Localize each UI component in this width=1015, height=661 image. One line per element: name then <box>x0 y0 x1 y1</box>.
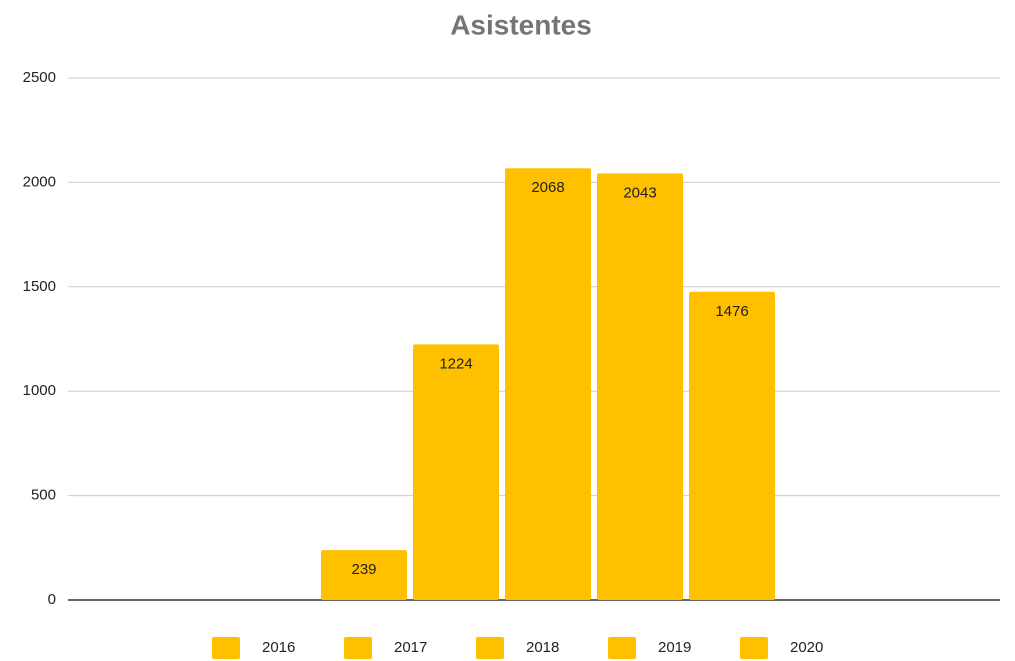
y-tick-label: 0 <box>48 591 56 608</box>
bar <box>413 344 499 600</box>
legend-label: 2017 <box>394 639 427 656</box>
data-label: 2043 <box>623 184 656 201</box>
y-tick-label: 1500 <box>23 278 56 295</box>
legend-label: 2018 <box>526 639 559 656</box>
legend-swatch <box>476 637 504 659</box>
data-label: 1476 <box>715 303 748 320</box>
data-label: 1224 <box>439 355 472 372</box>
y-tick-label: 1000 <box>23 382 56 399</box>
data-label: 2068 <box>531 179 564 196</box>
bar <box>689 291 775 600</box>
legend-swatch <box>344 637 372 659</box>
y-tick-label: 500 <box>31 487 56 504</box>
legend-swatch <box>608 637 636 659</box>
data-label: 239 <box>351 561 376 578</box>
legend-label: 2019 <box>658 639 691 656</box>
y-tick-label: 2000 <box>23 173 56 190</box>
bar <box>597 173 683 600</box>
bar <box>321 550 407 600</box>
legend-swatch <box>740 637 768 659</box>
legend-label: 2020 <box>790 639 823 656</box>
legend-label: 2016 <box>262 639 295 656</box>
y-tick-label: 2500 <box>23 69 56 86</box>
chart-title: Asistentes <box>450 9 592 40</box>
legend-swatch <box>212 637 240 659</box>
bar <box>505 168 591 600</box>
